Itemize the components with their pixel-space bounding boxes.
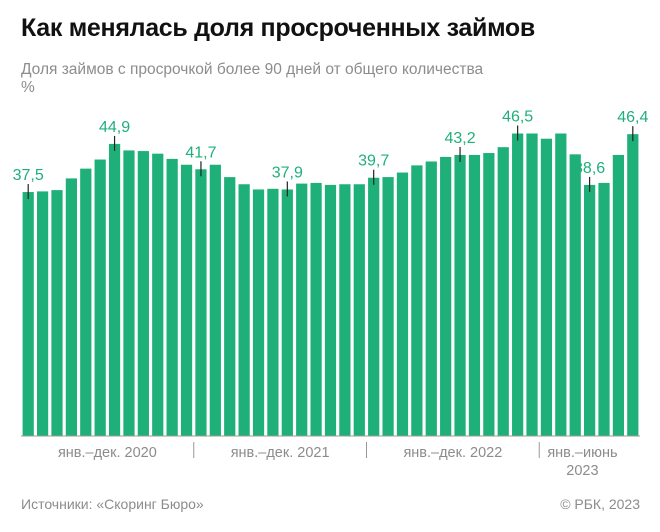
bar <box>454 154 466 436</box>
bar <box>224 177 236 437</box>
chart-subtitle: Доля займов с просрочкой более 90 дней о… <box>21 61 484 78</box>
bar <box>440 156 452 437</box>
bar <box>252 189 265 436</box>
bar <box>353 184 365 436</box>
bar <box>627 134 639 436</box>
bar <box>94 159 106 437</box>
bar <box>51 190 63 436</box>
bar <box>368 177 380 436</box>
bar <box>108 143 121 436</box>
unit-label: % <box>21 79 35 96</box>
data-label: 46,4 <box>617 109 648 126</box>
bar <box>339 184 351 436</box>
bar <box>526 133 538 437</box>
bar <box>195 169 207 436</box>
bar <box>36 191 49 436</box>
bar <box>497 147 509 436</box>
bar <box>238 184 250 436</box>
bar <box>411 165 423 437</box>
bar <box>137 151 149 437</box>
bar <box>310 182 322 436</box>
data-label: 37,9 <box>272 164 303 181</box>
x-group-label: янв.–дек. 2022 <box>403 445 502 461</box>
data-label: 43,2 <box>444 130 475 147</box>
bar <box>80 168 92 437</box>
bar <box>612 154 625 436</box>
bar <box>180 164 193 436</box>
bar <box>512 133 524 437</box>
bar <box>598 182 610 436</box>
source-note: Источники: «Скоринг Бюро» <box>21 496 204 512</box>
bar <box>396 172 409 436</box>
data-label: 44,9 <box>99 119 130 136</box>
bar <box>555 133 567 437</box>
bar <box>483 153 495 436</box>
data-label: 41,7 <box>185 144 216 161</box>
bar <box>296 183 308 436</box>
data-label: 46,5 <box>502 109 533 126</box>
bar <box>382 177 394 437</box>
bar <box>22 192 34 436</box>
bar <box>65 178 77 436</box>
bar <box>166 158 178 436</box>
data-label: 37,5 <box>13 167 44 184</box>
bar <box>468 154 481 436</box>
bar <box>281 189 293 436</box>
bar <box>209 164 221 436</box>
copyright-note: © РБК, 2023 <box>560 496 640 512</box>
bar <box>324 184 337 436</box>
bar <box>540 138 553 436</box>
data-label: 38,6 <box>574 160 605 177</box>
x-group-label: янв.–июнь 2023 <box>547 445 617 479</box>
bar <box>152 153 164 437</box>
bar <box>584 184 596 436</box>
bar <box>123 150 135 436</box>
x-group-label: янв.–дек. 2020 <box>58 445 157 461</box>
bar <box>569 154 581 437</box>
bar <box>267 188 279 436</box>
x-group-label: янв.–дек. 2021 <box>231 445 330 461</box>
bar <box>425 161 437 436</box>
chart-title: Как менялась доля просроченных займов <box>21 14 535 42</box>
data-label: 39,7 <box>358 153 389 170</box>
